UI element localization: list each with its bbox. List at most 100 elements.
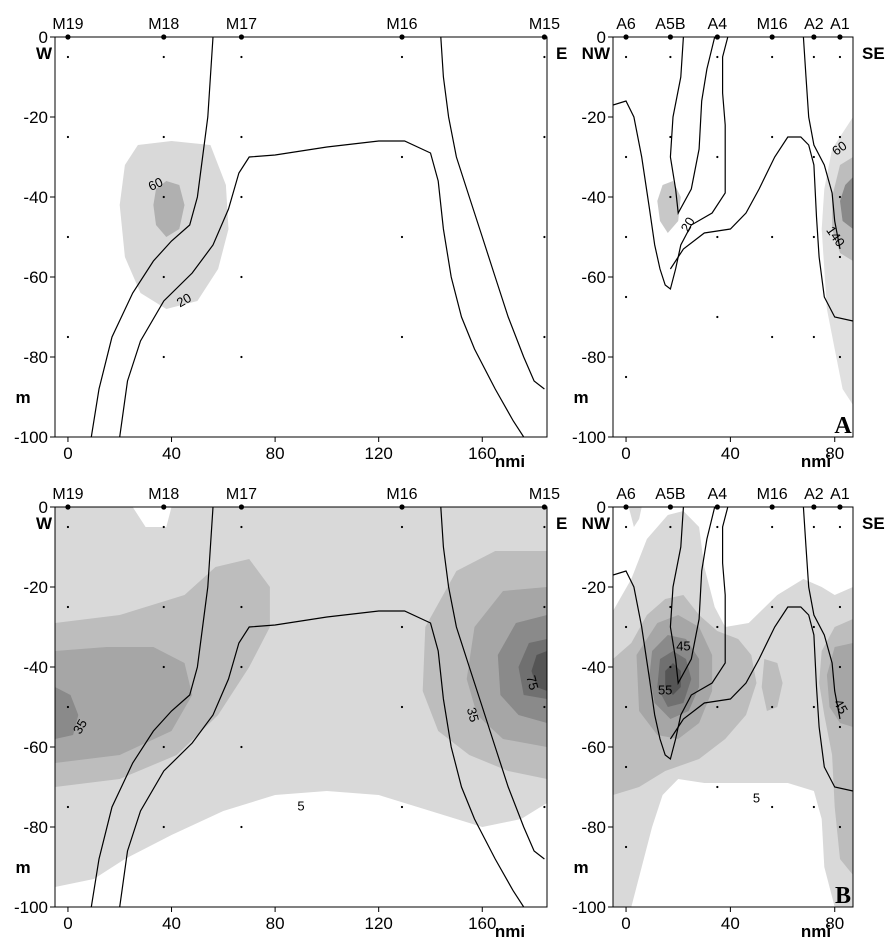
sample-point	[543, 525, 546, 529]
panel-label: B	[835, 883, 851, 909]
sample-point	[669, 135, 672, 139]
x-unit-label: nmi	[495, 922, 525, 941]
sample-point	[240, 195, 243, 199]
plot-frame	[612, 506, 854, 908]
contour-label: 60	[829, 138, 849, 159]
y-tick-label: -20	[23, 578, 48, 597]
contour-label: 20	[174, 290, 194, 310]
x-tick-label: 0	[621, 914, 630, 933]
station-marker	[399, 504, 405, 510]
contour-label: 75	[523, 674, 541, 692]
station-marker	[769, 504, 775, 510]
direction-label-right: SE	[862, 514, 885, 533]
y-tick-label: -60	[23, 738, 48, 757]
station-label: M16	[386, 486, 417, 503]
shading-region	[55, 687, 79, 739]
station-label: A6	[616, 486, 636, 503]
station-marker	[238, 34, 245, 40]
plot-area	[613, 507, 853, 907]
y-axis-label: m	[573, 858, 588, 877]
x-tick-label: 80	[825, 914, 844, 933]
sample-point	[162, 745, 165, 749]
y-tick-label: -100	[14, 898, 48, 917]
sample-point	[669, 195, 672, 199]
station-label: M15	[529, 16, 560, 33]
sample-point	[240, 275, 243, 279]
y-tick-label: 0	[597, 498, 606, 517]
y-axis-label: m	[573, 388, 588, 407]
sample-point	[543, 55, 546, 59]
shading-region	[826, 643, 853, 727]
station-marker	[837, 34, 843, 40]
contour-line	[119, 140, 525, 437]
station-label: M18	[148, 486, 179, 503]
sample-point	[716, 155, 719, 159]
station-marker	[65, 504, 71, 510]
sample-point	[400, 805, 404, 809]
shading-region	[531, 651, 547, 691]
sample-point	[624, 705, 628, 709]
station-marker	[238, 504, 245, 510]
sample-point	[838, 605, 842, 609]
station-marker	[667, 34, 673, 40]
x-unit-label: nmi	[495, 452, 525, 471]
sample-point	[771, 55, 774, 59]
sample-point	[838, 355, 842, 359]
contour-label: 35	[464, 706, 482, 724]
sample-point	[838, 55, 842, 59]
contour-line	[669, 606, 853, 792]
sample-point	[812, 525, 815, 529]
sample-point	[543, 135, 546, 139]
plot-area	[66, 37, 546, 437]
y-tick-label: -80	[581, 818, 606, 837]
sample-point	[162, 825, 165, 829]
shading-region	[628, 507, 642, 527]
station-label: A5B	[655, 486, 685, 503]
shading-region	[657, 181, 681, 233]
sample-point	[624, 375, 628, 379]
y-tick-label: -40	[23, 188, 48, 207]
sample-point	[716, 625, 719, 629]
y-tick-label: -20	[581, 108, 606, 127]
direction-label-right: E	[556, 44, 567, 63]
contour-line	[90, 37, 214, 437]
sample-point	[66, 335, 70, 339]
station-marker	[161, 34, 167, 40]
contour-line	[90, 507, 214, 907]
sample-point	[624, 625, 628, 629]
station-marker	[714, 504, 720, 510]
station-label: M17	[226, 486, 257, 503]
sample-point	[812, 705, 815, 709]
station-label: M15	[529, 486, 560, 503]
sample-point	[543, 235, 546, 239]
station-marker	[623, 34, 629, 40]
y-tick-label: -40	[581, 658, 606, 677]
x-tick-label: 120	[364, 914, 392, 933]
sample-point	[543, 705, 546, 709]
sample-point	[716, 705, 719, 709]
shading-region	[761, 659, 783, 711]
y-tick-label: 0	[39, 498, 48, 517]
sample-point	[812, 155, 815, 159]
x-tick-label: 40	[162, 444, 181, 463]
y-tick-label: -100	[572, 428, 606, 447]
y-tick-label: -100	[14, 428, 48, 447]
sample-point	[624, 235, 628, 239]
sample-point	[624, 295, 628, 299]
sample-point	[624, 525, 628, 529]
shading-region	[840, 177, 853, 229]
sample-point	[812, 235, 815, 239]
station-label: A4	[708, 16, 728, 33]
contour-label: 20	[678, 214, 698, 234]
y-axis-label: m	[15, 388, 30, 407]
sample-point	[838, 825, 842, 829]
plot-frame	[612, 36, 854, 438]
sample-point	[838, 195, 842, 199]
sample-point	[162, 135, 165, 139]
sample-point	[400, 235, 404, 239]
sample-point	[838, 525, 842, 529]
y-tick-label: -80	[581, 348, 606, 367]
sample-point	[162, 195, 165, 199]
